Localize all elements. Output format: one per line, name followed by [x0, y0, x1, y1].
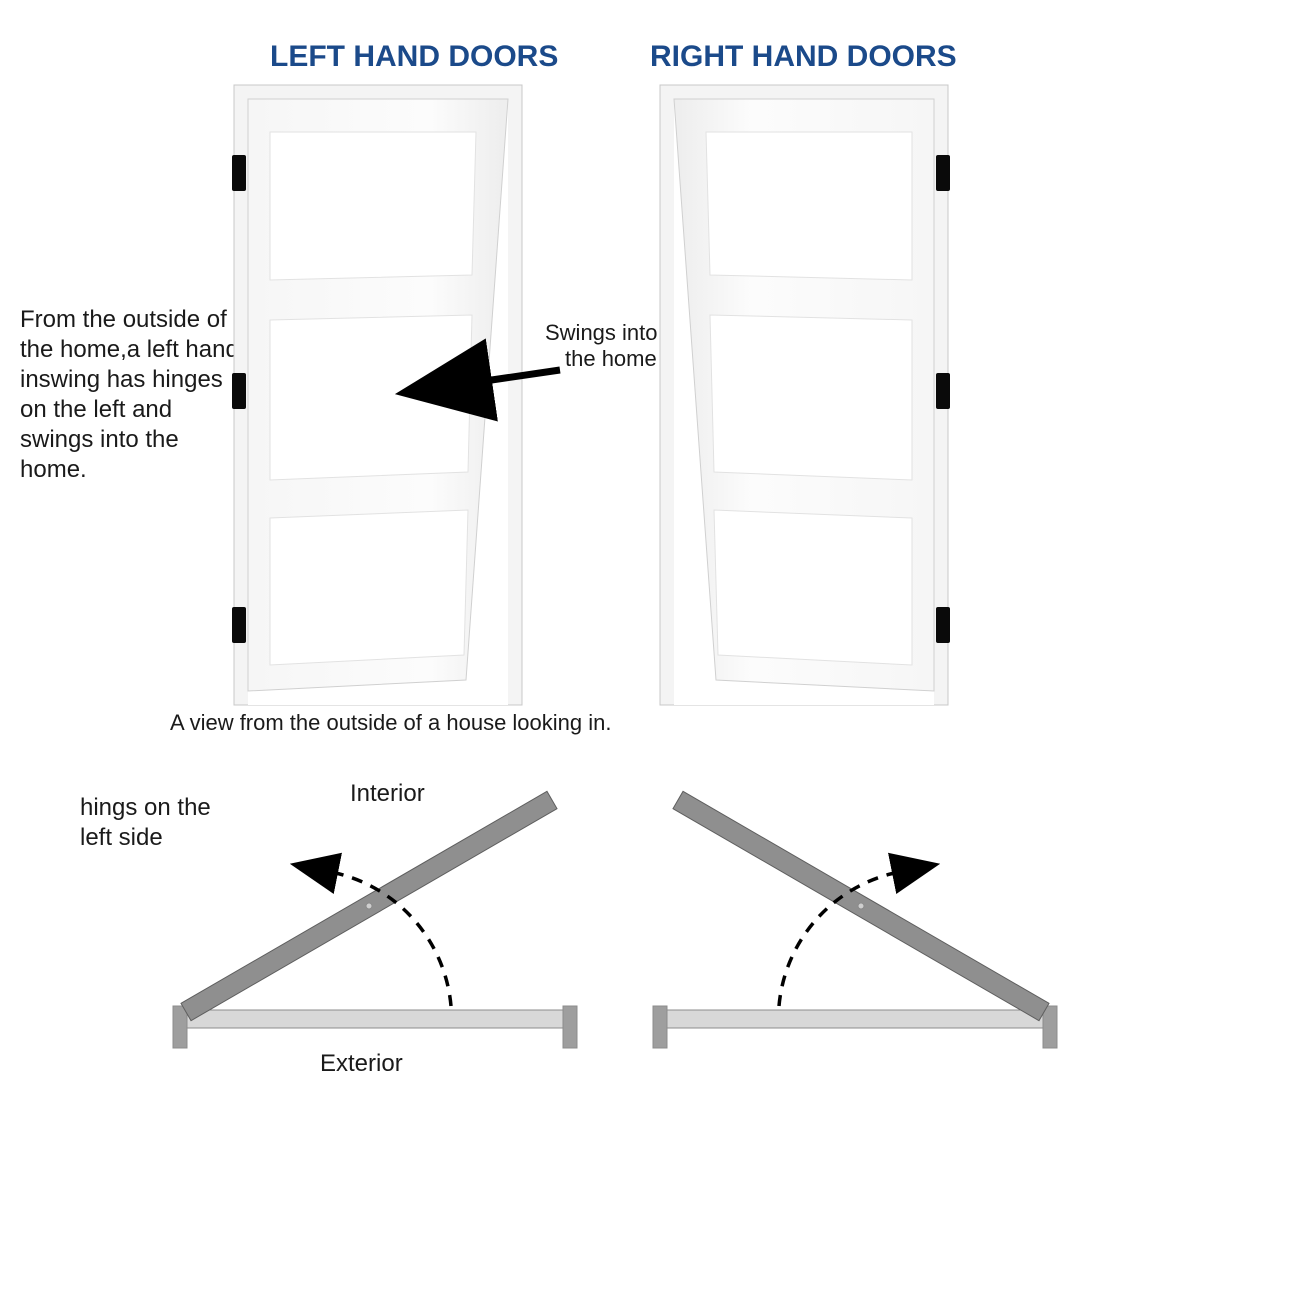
- diagram-svg: [0, 0, 1300, 1300]
- hinge-icon: [936, 373, 950, 409]
- right-door-panel: [714, 510, 912, 665]
- plan-right: [653, 791, 1057, 1048]
- left-door-panel: [270, 510, 468, 665]
- left-door-panel: [270, 315, 472, 480]
- hinge-icon: [232, 373, 246, 409]
- hinge-icon: [232, 607, 246, 643]
- hinge-icon: [936, 155, 950, 191]
- hinge-icon: [232, 155, 246, 191]
- left-door-panel: [270, 132, 476, 280]
- hinge-icon: [936, 607, 950, 643]
- right-door-panel: [710, 315, 912, 480]
- right-door-panel: [706, 132, 912, 280]
- plan-left: [173, 791, 577, 1048]
